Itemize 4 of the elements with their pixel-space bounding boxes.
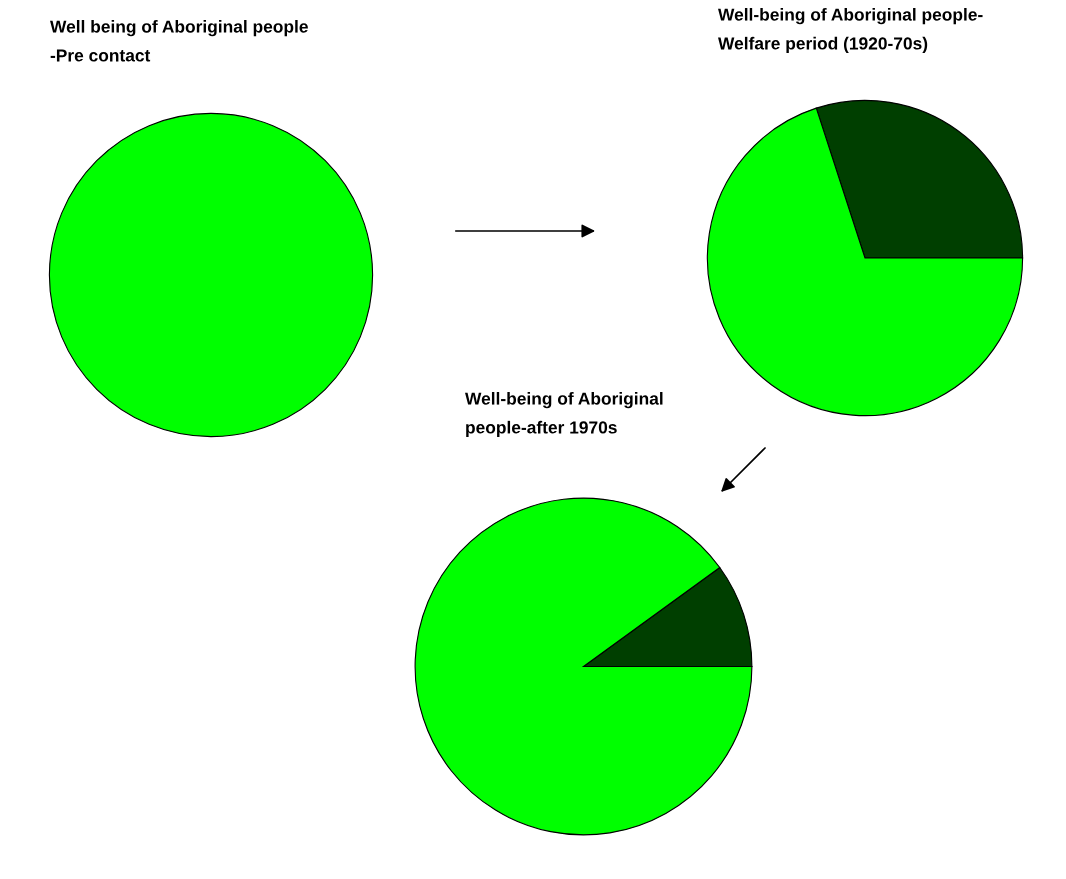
chart-title: Well-being of Aboriginal people- Welfare period (1920-70s) <box>718 8 983 54</box>
chart-title: Well-being of Aboriginal people-after 1970s <box>465 392 663 438</box>
pie-slice <box>414 497 753 836</box>
chart-title: Well being of Aboriginal people -Pre contact <box>50 20 308 62</box>
